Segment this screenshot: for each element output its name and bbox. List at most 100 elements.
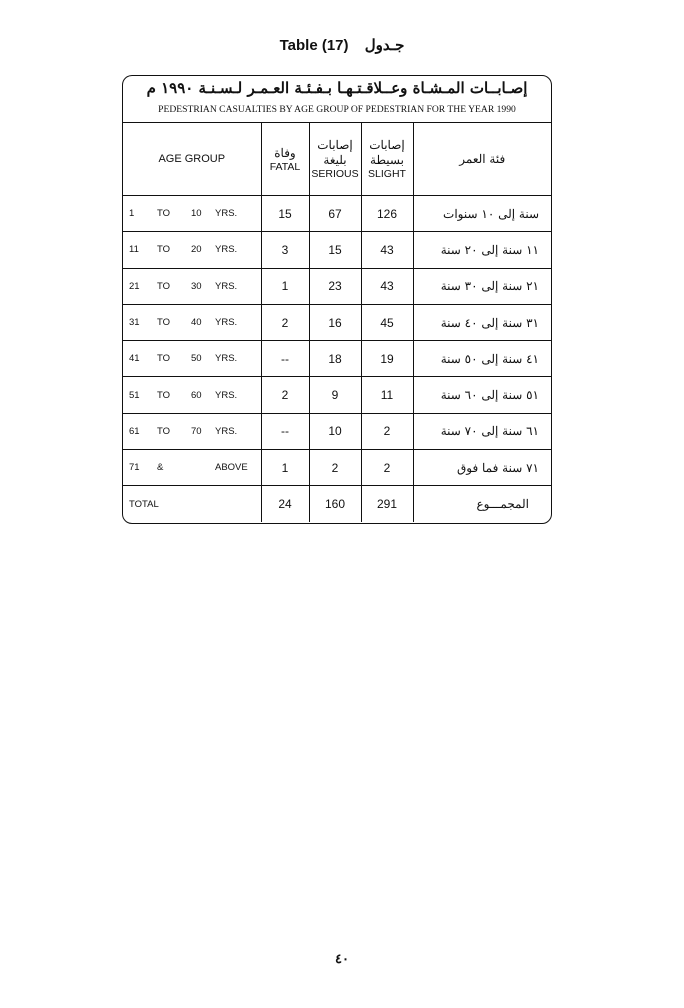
table-row: 51 TO 60 YRS. 2 9 11 ٥١ سنة إلى ٦٠ سنة — [123, 376, 551, 414]
age-group-ar-cell: ١١ سنة إلى ٢٠ سنة — [412, 231, 551, 269]
age-unit: YRS. — [215, 280, 238, 292]
age-group-cell: 61 TO 70 YRS. — [123, 412, 262, 451]
total-fatal: 24 — [260, 485, 310, 522]
header-age-group-ar-text: فئة العمر — [459, 151, 506, 166]
page-title: Table (17) جـدول — [0, 36, 684, 54]
table-row: 1 TO 10 YRS. 15 67 126 سنة إلى ١٠ سنوات — [123, 194, 551, 233]
table-title-ar: إصـابــات المـشـاة وعــلاقـتـهـا بـفـئـة… — [146, 79, 528, 97]
age-sep: TO — [157, 317, 171, 329]
fatal-cell: 2 — [260, 376, 310, 414]
casualties-table-box: إصـابــات المـشـاة وعــلاقـتـهـا بـفـئـة… — [122, 75, 552, 524]
age-to: 10 — [191, 208, 202, 220]
table-title-en: PEDESTRIAN CASUALTIES BY AGE GROUP OF PE… — [123, 100, 551, 123]
age-group-ar-cell: ٥١ سنة إلى ٦٠ سنة — [412, 376, 551, 414]
age-unit: YRS. — [215, 208, 238, 220]
page-number: ٤٠ — [335, 952, 349, 967]
slight-cell: 45 — [360, 303, 414, 342]
total-serious: 160 — [308, 485, 362, 522]
table-row: 31 TO 40 YRS. 2 16 45 ٣١ سنة إلى ٤٠ سنة — [123, 303, 551, 342]
age-to: 20 — [191, 244, 202, 256]
age-sep: TO — [157, 353, 171, 365]
table-row: 11 TO 20 YRS. 3 15 43 ١١ سنة إلى ٢٠ سنة — [123, 231, 551, 269]
age-from: 51 — [129, 389, 140, 401]
title-en: Table (17) — [279, 37, 349, 54]
age-group-ar-cell: ٧١ سنة فما فوق — [412, 449, 551, 487]
table-header-row: AGE GROUP وفاة FATAL إصابات بليغة SERIOUS … — [123, 123, 551, 196]
age-group-cell: 41 TO 50 YRS. — [123, 340, 262, 378]
slight-cell: 11 — [360, 376, 414, 414]
header-age-group-ar: فئة العمر — [412, 123, 551, 196]
fatal-cell: 2 — [260, 303, 310, 342]
age-group-ar-cell: ٣١ سنة إلى ٤٠ سنة — [412, 303, 551, 342]
header-serious-en: SERIOUS — [311, 168, 359, 180]
slight-cell: 2 — [360, 412, 414, 451]
serious-cell: 10 — [308, 412, 362, 451]
age-from: 71 — [129, 462, 140, 474]
age-from: 21 — [129, 280, 140, 292]
age-group-ar-cell: ٢١ سنة إلى ٣٠ سنة — [412, 267, 551, 305]
casualties-table: AGE GROUP وفاة FATAL إصابات بليغة SERIOUS … — [123, 123, 551, 522]
age-group-cell: 21 TO 30 YRS. — [123, 267, 262, 305]
serious-cell: 23 — [308, 267, 362, 305]
age-to: 70 — [191, 425, 202, 437]
slight-cell: 43 — [360, 231, 414, 269]
age-from: 41 — [129, 353, 140, 365]
header-slight-ar: إصابات بسيطة — [369, 138, 405, 167]
age-group-cell: 51 TO 60 YRS. — [123, 376, 262, 414]
age-group-ar-cell: ٦١ سنة إلى ٧٠ سنة — [412, 412, 551, 451]
serious-cell: 15 — [308, 231, 362, 269]
serious-cell: 16 — [308, 303, 362, 342]
header-fatal-ar: وفاة — [274, 145, 296, 160]
header-slight-en: SLIGHT — [368, 168, 406, 180]
slight-cell: 2 — [360, 449, 414, 487]
fatal-cell: 1 — [260, 267, 310, 305]
age-sep: TO — [157, 208, 171, 220]
age-to: 60 — [191, 389, 202, 401]
fatal-cell: 3 — [260, 231, 310, 269]
age-sep: TO — [157, 280, 171, 292]
age-to — [191, 462, 215, 473]
header-slight: إصابات بسيطة SLIGHT — [360, 123, 414, 196]
serious-cell: 67 — [308, 194, 362, 233]
age-to: 50 — [191, 353, 202, 365]
serious-cell: 2 — [308, 449, 362, 487]
fatal-cell: -- — [260, 412, 310, 451]
age-unit: YRS. — [215, 244, 238, 256]
header-fatal-en: FATAL — [269, 160, 301, 173]
age-from: 31 — [129, 317, 140, 329]
age-unit: YRS. — [215, 389, 238, 401]
age-sep: TO — [157, 425, 171, 437]
slight-cell: 126 — [360, 194, 414, 233]
fatal-cell: -- — [260, 340, 310, 378]
header-serious-ar: إصابات بليغة — [317, 138, 353, 167]
age-unit: YRS. — [215, 353, 238, 365]
slight-cell: 19 — [360, 340, 414, 378]
age-sep: & — [157, 462, 164, 474]
table-row: 41 TO 50 YRS. -- 18 19 ٤١ سنة إلى ٥٠ سنة — [123, 340, 551, 378]
slight-cell: 43 — [360, 267, 414, 305]
age-group-cell: 31 TO 40 YRS. — [123, 303, 262, 342]
age-group-cell: 71 & ABOVE — [123, 449, 262, 487]
total-label: TOTAL — [123, 485, 262, 522]
serious-cell: 18 — [308, 340, 362, 378]
age-unit: YRS. — [215, 317, 238, 329]
age-sep: TO — [157, 244, 171, 256]
age-group-cell: 1 TO 10 YRS. — [123, 194, 262, 233]
header-serious: إصابات بليغة SERIOUS — [308, 123, 362, 196]
age-sep: TO — [157, 389, 171, 401]
age-group-ar-cell: سنة إلى ١٠ سنوات — [412, 194, 551, 233]
header-fatal: وفاة FATAL — [260, 123, 310, 196]
total-slight: 291 — [360, 485, 414, 522]
age-from: 11 — [129, 244, 139, 256]
fatal-cell: 1 — [260, 449, 310, 487]
total-label-ar: المجمـــوع — [412, 485, 551, 522]
age-unit: ABOVE — [215, 462, 248, 474]
total-row: TOTAL 24 160 291 المجمـــوع — [123, 485, 551, 522]
age-group-cell: 11 TO 20 YRS. — [123, 231, 262, 269]
title-ar: جـدول — [364, 37, 405, 54]
age-from: 1 — [129, 208, 135, 220]
fatal-cell: 15 — [260, 194, 310, 233]
age-from: 61 — [129, 425, 140, 437]
header-age-group: AGE GROUP — [123, 123, 262, 196]
table-row: 21 TO 30 YRS. 1 23 43 ٢١ سنة إلى ٣٠ سنة — [123, 267, 551, 305]
